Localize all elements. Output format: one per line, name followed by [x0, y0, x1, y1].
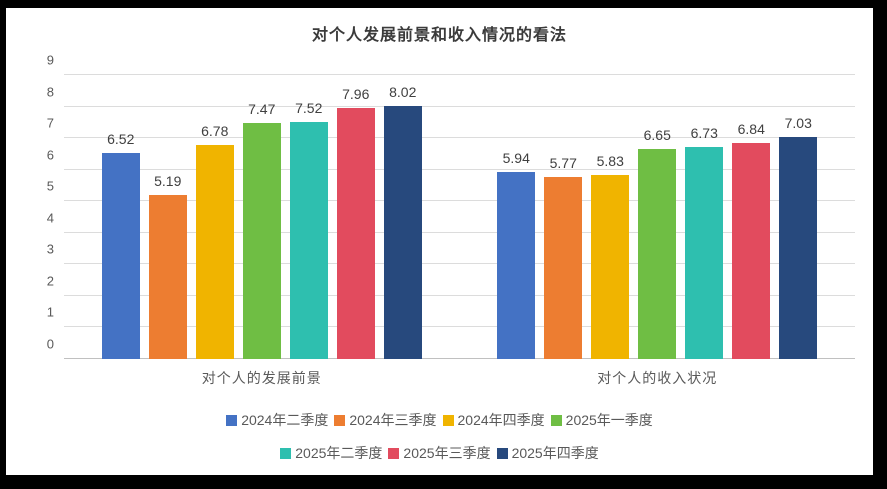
legend-swatch-icon [388, 447, 400, 459]
bar-value-label: 5.94 [502, 149, 530, 166]
chart-title: 对个人发展前景和收入情况的看法 [311, 27, 567, 44]
bar-value-label: 7.52 [295, 99, 323, 116]
bar-group: 6.52 5.19 6.78 7.47 7.52 7.96 8.02 [64, 75, 460, 359]
bar-value-label: 7.47 [248, 101, 276, 118]
y-axis-tick-label: 7 [46, 115, 54, 131]
legend-label: 2025年四季度 [511, 445, 599, 461]
bar-value-label: 6.84 [737, 121, 765, 138]
bar: 6.78 [195, 123, 234, 359]
bar: 6.52 [101, 131, 140, 359]
x-axis-labels: 对个人的发展前景 对个人的收入状况 [64, 368, 855, 388]
bar-value-label: 5.77 [549, 154, 577, 171]
legend-label: 2025年三季度 [403, 445, 491, 461]
legend-label: 2024年四季度 [457, 412, 545, 428]
bar: 7.47 [242, 101, 281, 359]
y-axis-tick-label: 5 [46, 178, 54, 194]
y-axis-tick-label: 2 [46, 273, 54, 289]
bar-value-label: 7.96 [342, 85, 370, 102]
legend-swatch-icon [280, 447, 292, 459]
bar: 6.65 [638, 127, 677, 359]
bar: 5.19 [148, 173, 187, 359]
gridline [64, 200, 855, 202]
legend-row: 2025年二季度 2025年三季度 2025年四季度 [280, 443, 599, 463]
gridline [64, 294, 855, 296]
gridline [64, 326, 855, 328]
bar-value-label: 6.73 [690, 124, 718, 141]
y-axis-tick-label: 8 [46, 84, 54, 100]
y-axis-tick-label: 9 [46, 52, 54, 68]
x-category-label: 对个人的收入状况 [597, 370, 718, 386]
legend-swatch-icon [496, 447, 508, 459]
legend-label: 2025年二季度 [295, 445, 383, 461]
legend-item: 2024年三季度 [334, 410, 437, 430]
gridline [64, 168, 855, 170]
legend-swatch-icon [226, 414, 238, 426]
gridline [64, 358, 855, 359]
legend-label: 2025年一季度 [565, 412, 653, 428]
y-axis-tick-label: 1 [46, 304, 54, 320]
legend-item: 2025年二季度 [280, 443, 382, 463]
legend-swatch-icon [334, 414, 346, 426]
bar: 7.96 [336, 86, 375, 359]
plot-area: 0 1 2 3 4 5 6 7 8 9 6.52 5.19 6.78 7.47 7.52 7.96 8.02 5.… [47, 53, 855, 359]
y-axis-tick-label: 0 [46, 336, 54, 352]
legend-swatch-icon [442, 414, 454, 426]
y-axis-tick-label: 4 [46, 210, 54, 226]
legend-item: 2024年四季度 [442, 410, 545, 430]
bar: 5.77 [544, 155, 583, 359]
legend-item: 2025年三季度 [388, 443, 491, 463]
legend-label: 2024年三季度 [349, 412, 437, 428]
bar-value-label: 6.52 [107, 131, 135, 148]
bar: 7.03 [779, 115, 818, 359]
legend-item: 2025年一季度 [550, 410, 653, 430]
bar-value-label: 6.65 [643, 127, 671, 144]
bar-value-label: 5.83 [596, 153, 624, 170]
legend-item: 2025年四季度 [496, 443, 599, 463]
bar-groups: 6.52 5.19 6.78 7.47 7.52 7.96 8.02 5.94 5.77 5.83… [64, 75, 855, 359]
bar: 5.83 [591, 153, 630, 359]
bar-group: 5.94 5.77 5.83 6.65 6.73 6.84 7.03 [460, 75, 856, 359]
bar: 6.84 [732, 121, 771, 359]
gridline [64, 105, 855, 107]
gridline [64, 74, 855, 75]
gridline [64, 137, 855, 139]
legend-swatch-icon [550, 414, 562, 426]
bar: 5.94 [497, 150, 536, 359]
bar-value-label: 7.03 [784, 115, 812, 132]
legend-label: 2024年二季度 [241, 412, 329, 428]
bar: 6.73 [685, 125, 724, 359]
legend-row: 2024年二季度 2024年三季度 2024年四季度 2025年一季度 [226, 410, 653, 430]
bar-value-label: 8.02 [389, 83, 417, 100]
gridline [64, 231, 855, 233]
y-axis-tick-label: 6 [46, 147, 54, 163]
bar: 7.52 [289, 100, 328, 359]
bar: 8.02 [383, 84, 422, 359]
legend-item: 2024年二季度 [226, 410, 328, 430]
y-axis-tick-label: 3 [46, 241, 54, 257]
bar-value-label: 6.78 [201, 123, 229, 140]
gridline [64, 263, 855, 265]
x-category-label: 对个人的发展前景 [201, 370, 322, 386]
bar-value-label: 5.19 [154, 173, 182, 190]
legend: 2024年二季度 2024年三季度 2024年四季度 2025年一季度 2025年二季度… [6, 410, 873, 463]
